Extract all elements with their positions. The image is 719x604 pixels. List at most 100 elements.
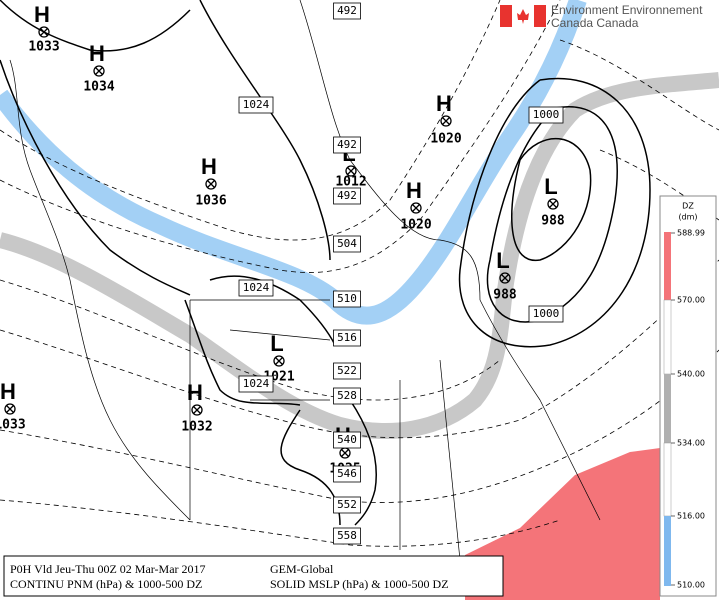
contour-label: 492 [337,189,357,202]
label-box [528,106,564,124]
thickness-line [0,0,501,241]
thickness-lines [0,0,719,547]
coastline [479,299,601,521]
isobar [0,0,191,52]
isobar [199,0,331,261]
center-marker [412,204,420,212]
label-box [333,329,361,347]
label-box [333,2,361,20]
isobar [0,59,191,296]
label-box [333,235,361,253]
legend-swatch [664,516,671,586]
center-value: 1036 [195,194,226,209]
label-box [333,290,361,308]
thickness-band-blue [0,0,587,325]
center-symbol: L [544,174,557,199]
thickness-line [0,279,501,401]
contour-label: 492 [337,138,357,151]
contour-label: 510 [337,292,357,305]
legend-level: 534.00 [677,439,705,448]
footer-text: GEM-Global [270,562,334,576]
center-value: 1034 [83,80,114,95]
isobar [349,399,377,526]
center-value: 1020 [430,132,461,147]
center-marker [345,165,357,177]
contour-labels: 492 1024 1000 492 492 504 1024 510 516 1000 522 102… [238,2,564,545]
center-value: 1033 [0,418,26,433]
center-marker [38,26,50,38]
legend-swatch [663,442,672,517]
contour-label: 1000 [533,307,560,320]
legend-unit: (dm) [678,213,697,222]
center-symbol: H [34,2,50,27]
thickness-line [559,39,719,131]
center-value: 1012 [335,175,366,190]
center-value: 1032 [181,420,212,435]
center-symbol: H [201,154,217,179]
legend-swatch [664,232,671,300]
legend-swatch [663,299,672,375]
isobar [458,77,651,348]
center-marker [410,202,422,214]
center-marker [341,449,349,457]
label-box [333,496,361,514]
center-symbol: H [187,380,203,405]
center-marker [40,28,48,36]
logo-text: Environment Environnement [551,3,703,17]
contour-label: 1024 [243,281,270,294]
thickness-high-area [465,448,660,600]
contour-label: 492 [337,4,357,17]
label-box [238,96,274,114]
center-marker [347,167,355,175]
flag-bar [534,5,546,27]
center-marker [4,403,16,415]
pressure-centers: H1033H1034H1036H1020L1012H1020L988L988L1… [0,2,565,477]
label-box [528,305,564,323]
label-box [333,387,361,405]
center-marker [6,405,14,413]
center-marker [499,272,511,284]
label-box [333,465,361,483]
isobar [184,299,301,406]
contour-label: 522 [337,364,357,377]
label-box [333,187,361,205]
center-symbol: L [270,331,283,356]
flag-leaf [517,9,529,24]
center-value: 988 [541,214,565,229]
center-symbol: L [496,248,509,273]
legend-level: 516.00 [677,512,705,521]
logo-text: Canada Canada [551,16,639,30]
label-box [333,431,361,449]
contour-label: 1000 [533,108,560,121]
coastline [9,59,191,521]
footer-box [3,555,504,597]
isobar [511,137,592,261]
thickness-line [0,349,719,503]
legend-level: 570.00 [677,296,705,305]
thickness-line [0,259,719,439]
coastline [299,0,481,301]
footer-text: CONTINU PNM (hPa) & 1000-500 DZ [10,577,202,591]
contour-label: 528 [337,389,357,402]
label-box [238,375,274,393]
legend-level: 510.00 [677,581,705,590]
footer-text: P0H Vld Jeu-Thu 00Z 02 Mar-Mar 2017 [10,562,206,576]
center-marker [191,404,203,416]
legend-swatch [664,374,671,443]
contour-label: 546 [337,467,357,480]
center-marker [95,67,103,75]
center-marker [207,180,215,188]
center-value: 1020 [400,218,431,233]
center-marker [275,357,283,365]
center-marker [193,406,201,414]
center-marker [547,198,559,210]
center-marker [93,65,105,77]
center-marker [205,178,217,190]
footer: P0H Vld Jeu-Thu 00Z 02 Mar-Mar 2017 GEM-… [3,555,504,597]
border [189,299,461,561]
coastlines [9,0,601,561]
contour-label: 516 [337,331,357,344]
center-symbol: H [89,41,105,66]
center-marker [442,117,450,125]
